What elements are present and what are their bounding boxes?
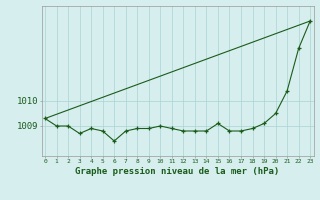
X-axis label: Graphe pression niveau de la mer (hPa): Graphe pression niveau de la mer (hPa): [76, 167, 280, 176]
